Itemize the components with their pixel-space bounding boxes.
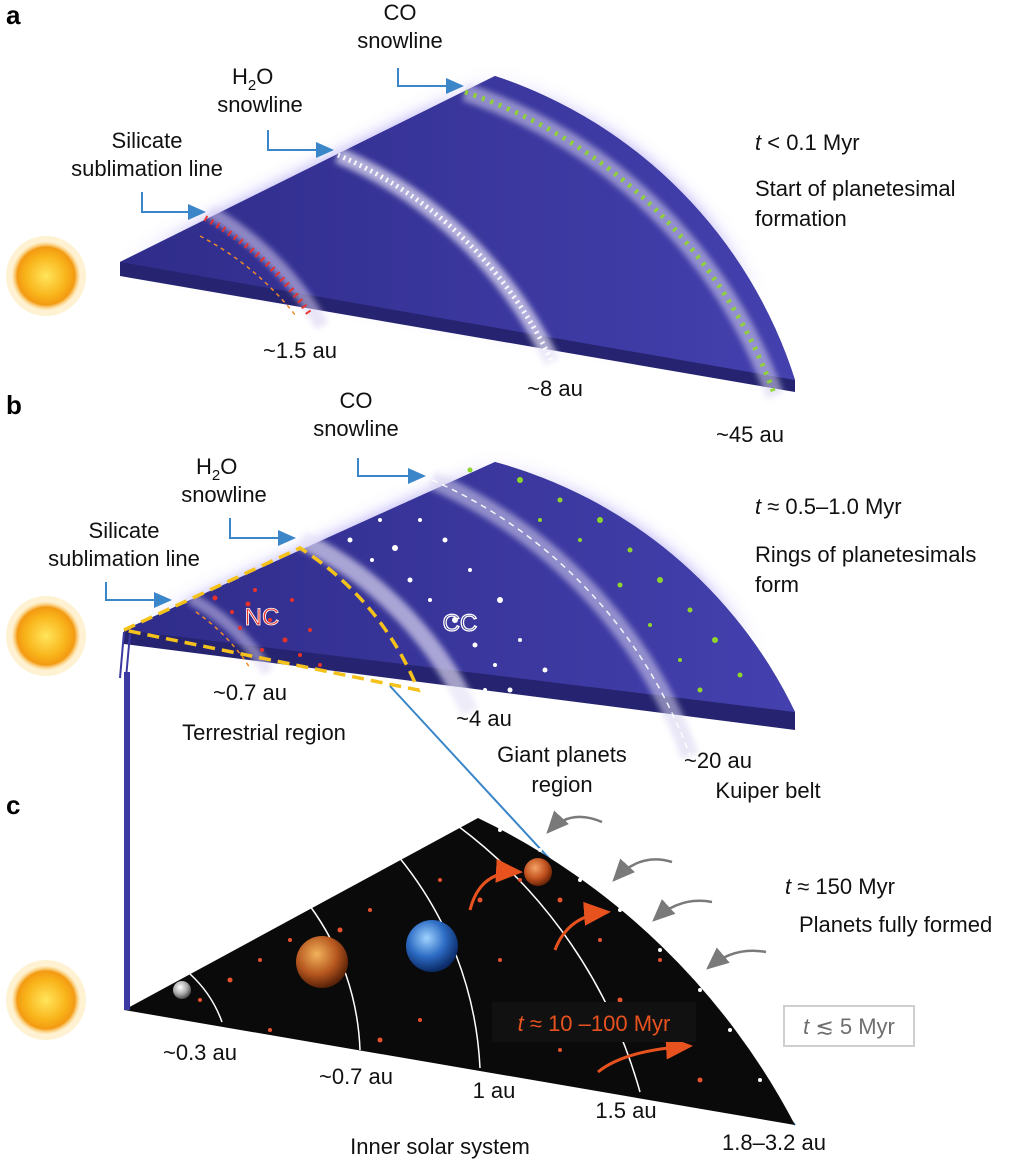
svg-text:snowline: snowline [181, 482, 267, 507]
svg-text:formation: formation [755, 206, 847, 231]
svg-text:snowline: snowline [357, 28, 443, 53]
svg-text:CO: CO [340, 388, 373, 413]
time-box-5: t ≲ 5 Myr [783, 1005, 915, 1047]
svg-text:sublimation line: sublimation line [48, 546, 200, 571]
disk-b: NC CC [118, 462, 795, 760]
terrestrial-region-label: Terrestrial region [182, 720, 346, 745]
panel-b-letter: b [6, 390, 22, 420]
venus-planet [296, 936, 348, 988]
mercury-planet [173, 981, 191, 999]
dist-c-3: 1 au [473, 1078, 516, 1103]
earth-planet [406, 920, 458, 972]
svg-text:form: form [755, 572, 799, 597]
time-c: t ≈ 150 Myr Planets fully formed [785, 874, 992, 937]
svg-text:Planets fully formed: Planets fully formed [799, 912, 992, 937]
svg-text:t ≲ 5 Myr: t ≲ 5 Myr [803, 1014, 895, 1039]
svg-text:CO: CO [384, 0, 417, 25]
h2o-label-b: H2O snowline [181, 454, 296, 546]
giant-region-label-2: region [531, 772, 592, 797]
mars-planet [524, 858, 552, 886]
panel-c-letter: c [6, 790, 20, 820]
svg-text:H2O: H2O [232, 64, 273, 94]
svg-text:Rings of planetesimals: Rings of planetesimals [755, 542, 976, 567]
panel-a: a Silicate sublimation line H2O sno [6, 0, 956, 447]
inner-solar-system-label: Inner solar system [350, 1134, 530, 1159]
h2o-label-a: H2O snowline [217, 64, 334, 158]
disk-a [120, 76, 795, 400]
panel-b: b [6, 388, 976, 803]
kuiper-planetesimals [467, 467, 743, 693]
svg-text:t ≈ 0.5–1.0 Myr: t ≈ 0.5–1.0 Myr [755, 494, 902, 519]
silicate-label-a: Silicate sublimation line [71, 128, 223, 220]
cc-label: CC [443, 610, 478, 637]
dist-c-4: 1.5 au [595, 1098, 656, 1123]
panel-a-letter: a [6, 0, 21, 30]
dist-c-5: 1.8–3.2 au [722, 1130, 826, 1155]
svg-text:sublimation line: sublimation line [71, 156, 223, 181]
svg-text:snowline: snowline [313, 416, 399, 441]
dist-b-3: ~20 au [684, 748, 752, 773]
time-b: t ≈ 0.5–1.0 Myr Rings of planetesimals f… [755, 494, 976, 597]
time-box-10-100: t ≈ 10 –100 Myr [492, 1002, 696, 1042]
time-a: t < 0.1 Myr Start of planetesimal format… [755, 130, 956, 231]
cc-planetesimals [347, 518, 548, 702]
panel-c: c [6, 672, 992, 1159]
svg-text:H2O: H2O [196, 454, 237, 484]
dist-b-1: ~0.7 au [213, 680, 287, 705]
dist-c-1: ~0.3 au [163, 1040, 237, 1065]
co-label-a: CO snowline [357, 0, 464, 94]
dist-c-2: ~0.7 au [319, 1064, 393, 1089]
dist-a-3: ~45 au [716, 422, 784, 447]
sun-b [6, 596, 86, 676]
inner-disk-c [124, 672, 795, 1125]
sun-a [6, 236, 86, 316]
svg-text:t ≈ 150 Myr: t ≈ 150 Myr [785, 874, 895, 899]
kuiper-belt-label: Kuiper belt [715, 778, 820, 803]
dist-b-2: ~4 au [456, 706, 512, 731]
co-label-b: CO snowline [313, 388, 426, 484]
svg-text:t ≈ 10 –100 Myr: t ≈ 10 –100 Myr [518, 1011, 671, 1036]
silicate-label-b: Silicate sublimation line [48, 518, 200, 608]
dist-a-2: ~8 au [527, 376, 583, 401]
svg-text:Start of planetesimal: Start of planetesimal [755, 176, 956, 201]
sun-c [6, 960, 86, 1040]
nc-planetesimals [212, 588, 322, 667]
svg-text:Silicate: Silicate [89, 518, 160, 543]
dist-a-1: ~1.5 au [263, 338, 337, 363]
giant-region-label-1: Giant planets [497, 742, 627, 767]
svg-text:snowline: snowline [217, 92, 303, 117]
nc-label: NC [245, 604, 280, 631]
svg-text:t < 0.1 Myr: t < 0.1 Myr [755, 130, 860, 155]
svg-text:Silicate: Silicate [112, 128, 183, 153]
